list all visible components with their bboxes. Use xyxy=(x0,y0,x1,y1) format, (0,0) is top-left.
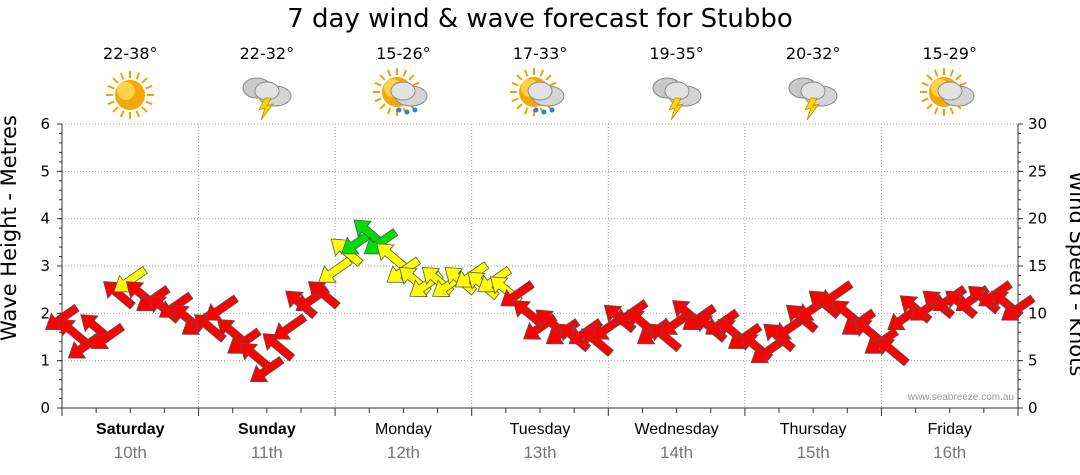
right-tick-label: 20 xyxy=(1028,210,1047,228)
day-date: 10th xyxy=(113,443,147,462)
partly-cloudy-icon xyxy=(919,68,975,116)
left-tick-label: 4 xyxy=(40,210,50,228)
right-tick-label: 30 xyxy=(1028,115,1047,133)
wind-arrow xyxy=(249,355,285,383)
wind-arrow xyxy=(307,281,341,310)
wind-arrows xyxy=(45,219,1036,383)
right-tick-label: 10 xyxy=(1028,304,1047,322)
sunny-icon xyxy=(106,71,155,119)
day-temperature: 15-26° xyxy=(376,44,431,63)
left-tick-label: 1 xyxy=(40,352,50,370)
thunderstorm-icon xyxy=(242,77,292,121)
wind-arrow xyxy=(90,322,126,350)
day-date: 12th xyxy=(386,443,420,462)
wind-arrow xyxy=(1001,294,1036,321)
day-temperature: 22-38° xyxy=(103,44,158,63)
left-tick-label: 3 xyxy=(40,257,50,275)
thunderstorm-icon xyxy=(788,77,838,121)
wind-arrow xyxy=(318,256,353,283)
wind-arrow xyxy=(876,337,910,367)
sun-rain-icon xyxy=(373,68,428,116)
day-date: 16th xyxy=(933,443,967,462)
right-tick-label: 0 xyxy=(1028,399,1038,417)
day-temperature: 17-33° xyxy=(512,44,568,63)
watermark-text: www.seabreeze.com.au xyxy=(907,392,1014,403)
left-tick-label: 0 xyxy=(40,399,50,417)
day-date: 15th xyxy=(796,443,830,462)
day-temperature: 20-32° xyxy=(785,44,841,63)
wind-arrow xyxy=(272,313,308,340)
day-name: Thursday xyxy=(779,421,847,438)
chart-title: 7 day wind & wave forecast for Stubbo xyxy=(287,4,793,34)
right-tick-label: 15 xyxy=(1028,257,1047,275)
day-temperature: 19-35° xyxy=(649,44,704,63)
left-tick-label: 2 xyxy=(40,304,50,322)
day-date: 14th xyxy=(660,443,694,462)
sun-shower-icon xyxy=(510,68,565,116)
thunderstorm-icon xyxy=(652,77,702,121)
right-tick-label: 25 xyxy=(1028,162,1047,180)
day-date: 11th xyxy=(250,443,283,462)
day-temperature: 22-32° xyxy=(239,44,295,63)
day-name: Monday xyxy=(374,421,432,438)
left-tick-label: 6 xyxy=(40,115,50,133)
left-tick-label: 5 xyxy=(40,162,50,180)
day-name: Sunday xyxy=(237,421,296,438)
day-name: Friday xyxy=(927,421,972,438)
day-name: Tuesday xyxy=(509,421,571,438)
day-temperature: 15-29° xyxy=(922,44,977,63)
right-tick-label: 5 xyxy=(1028,352,1038,370)
day-date: 13th xyxy=(523,443,557,462)
day-name: Wednesday xyxy=(634,421,719,438)
day-name: Saturday xyxy=(96,421,165,438)
